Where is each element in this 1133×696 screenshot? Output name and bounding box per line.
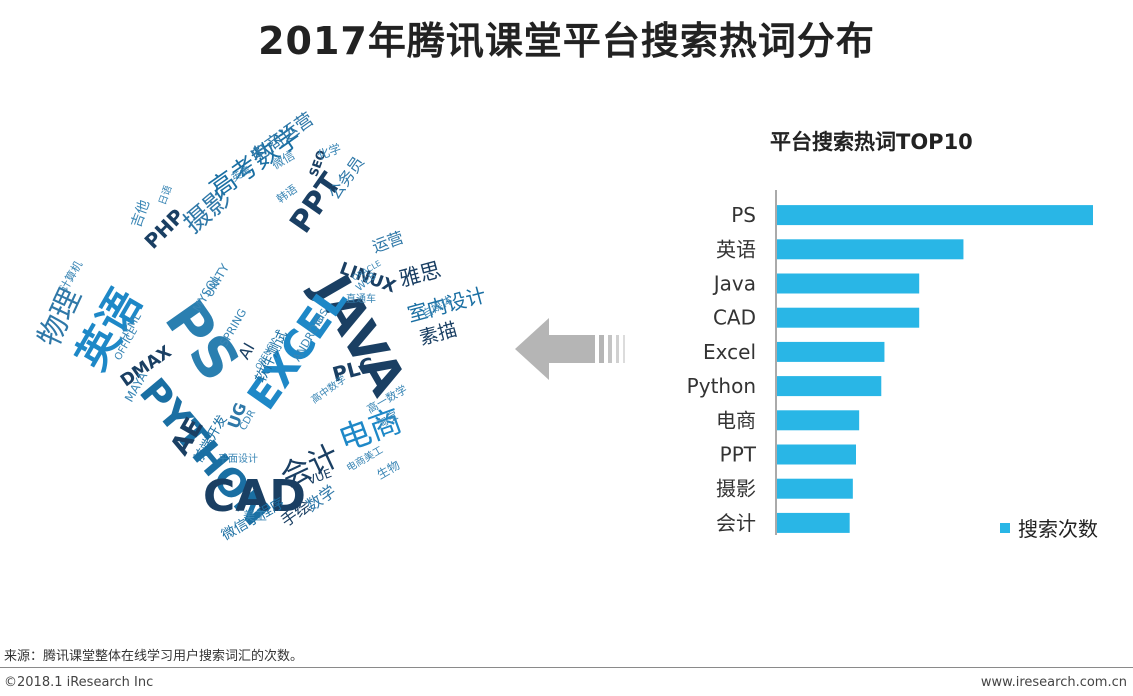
bar xyxy=(777,307,920,328)
source-note: 来源：腾讯课堂整体在线学习用户搜索词汇的次数。 xyxy=(4,649,304,664)
bar xyxy=(777,478,853,499)
category-label: PPT xyxy=(720,443,757,467)
cloud-word: 化学 xyxy=(315,141,343,163)
cloud-word: 平面设计 xyxy=(218,454,258,465)
cloud-word: CAD xyxy=(203,471,306,522)
legend-swatch xyxy=(1000,522,1010,533)
footer-divider xyxy=(0,667,1133,668)
category-label: Excel xyxy=(703,340,756,364)
cloud-word: 雅思 xyxy=(396,257,444,292)
bar xyxy=(777,341,885,362)
legend: 搜索次数 xyxy=(1000,513,1098,542)
bar xyxy=(777,205,1093,226)
category-label: 英语 xyxy=(716,237,756,261)
cloud-word: 计算机 xyxy=(57,258,86,294)
bar xyxy=(777,444,856,465)
category-label: 摄影 xyxy=(716,477,756,501)
category-label: Python xyxy=(687,374,756,398)
bar xyxy=(777,410,860,431)
cloud-word: 素描 xyxy=(417,318,460,350)
category-label: PS xyxy=(731,203,756,227)
cloud-word: 生物 xyxy=(374,457,403,483)
copyright: ©2018.1 iResearch Inc xyxy=(4,675,154,690)
cloud-word: 直通车 xyxy=(346,294,376,305)
word-cloud: PS JAVA 英语 PYTHON EXCEL CAD 电商 物理 会计 摄影 PPT 高考数学 电商运… xyxy=(28,109,528,585)
cloud-word: 运营 xyxy=(369,227,407,257)
legend-label: 搜索次数 xyxy=(1018,517,1098,541)
website-link: www.iresearch.com.cn xyxy=(980,675,1127,690)
bar xyxy=(777,512,850,533)
page-title: 2017年腾讯课堂平台搜索热词分布 xyxy=(258,19,875,63)
left-arrow-icon xyxy=(515,318,625,380)
category-label: 电商 xyxy=(716,408,756,432)
chart-title: 平台搜索热词TOP10 xyxy=(770,130,973,154)
bar xyxy=(777,239,964,260)
category-label: CAD xyxy=(713,306,756,330)
category-label: Java xyxy=(712,272,756,296)
cloud-word: 美工 xyxy=(243,509,268,523)
category-label: 会计 xyxy=(716,511,756,535)
bar xyxy=(777,376,882,397)
bar xyxy=(777,273,920,294)
cloud-word: 高中数学 xyxy=(309,374,349,407)
cloud-word: 吉他 xyxy=(128,197,154,230)
